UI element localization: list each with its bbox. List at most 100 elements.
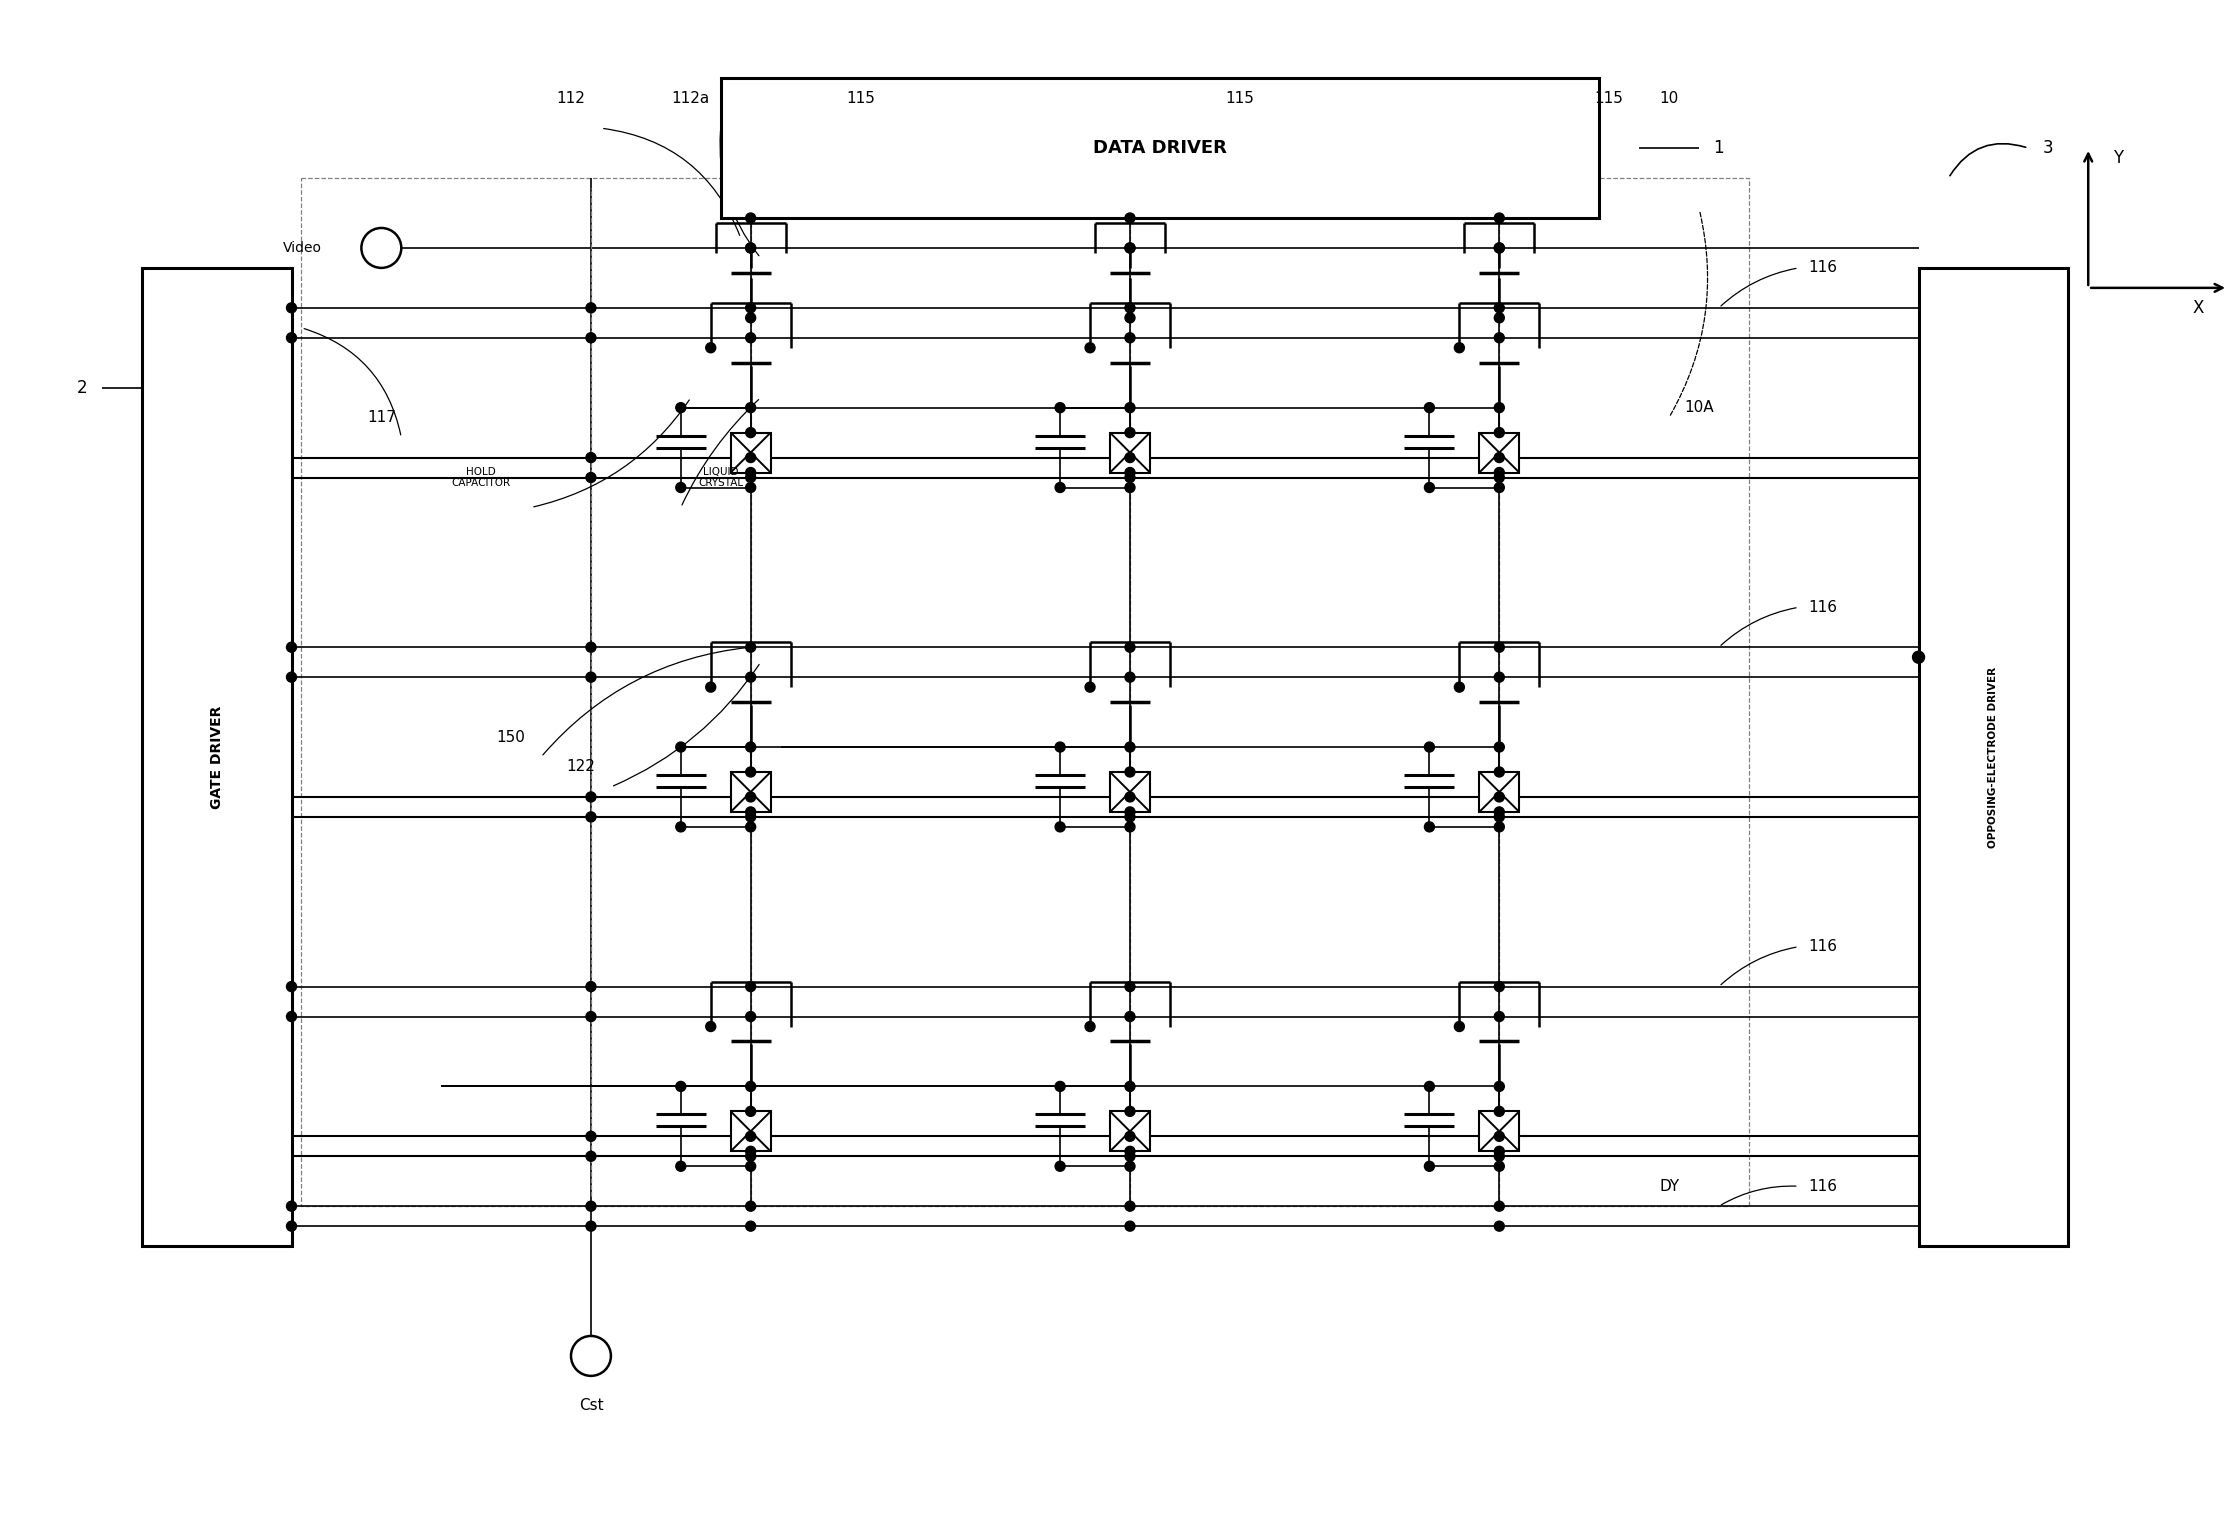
- Circle shape: [586, 1222, 597, 1231]
- Circle shape: [586, 1011, 597, 1022]
- Circle shape: [1494, 472, 1505, 483]
- Circle shape: [745, 1107, 756, 1116]
- Circle shape: [745, 472, 756, 483]
- Circle shape: [1494, 483, 1505, 493]
- Text: DATA DRIVER: DATA DRIVER: [1093, 139, 1228, 157]
- Text: 150: 150: [496, 730, 525, 745]
- Circle shape: [1494, 1151, 1505, 1161]
- Circle shape: [1424, 483, 1436, 493]
- Bar: [1480, 1112, 1518, 1151]
- Circle shape: [286, 982, 297, 991]
- Circle shape: [1494, 1011, 1505, 1022]
- Circle shape: [586, 982, 597, 991]
- Circle shape: [745, 793, 756, 802]
- Circle shape: [745, 672, 756, 683]
- Circle shape: [1424, 403, 1436, 412]
- Text: 115: 115: [1225, 90, 1254, 105]
- Text: 115: 115: [845, 90, 874, 105]
- Text: 112: 112: [557, 90, 586, 105]
- Circle shape: [286, 672, 297, 683]
- Bar: [1109, 1112, 1149, 1151]
- Circle shape: [745, 643, 756, 652]
- Circle shape: [586, 793, 597, 802]
- Circle shape: [1494, 643, 1505, 652]
- Bar: [1480, 773, 1518, 812]
- Circle shape: [1084, 1022, 1096, 1032]
- Circle shape: [745, 1147, 756, 1156]
- Circle shape: [1125, 1147, 1136, 1156]
- Circle shape: [1494, 1132, 1505, 1141]
- Circle shape: [1084, 342, 1096, 353]
- Circle shape: [1494, 822, 1505, 832]
- Circle shape: [1494, 467, 1505, 478]
- Circle shape: [1125, 742, 1136, 751]
- Circle shape: [745, 1132, 756, 1141]
- Circle shape: [1494, 302, 1505, 313]
- Circle shape: [1453, 342, 1465, 353]
- Circle shape: [1494, 742, 1505, 751]
- Bar: [1480, 432, 1518, 472]
- Circle shape: [675, 1161, 686, 1171]
- Circle shape: [745, 483, 756, 493]
- Circle shape: [1055, 483, 1064, 493]
- Circle shape: [586, 452, 597, 463]
- Circle shape: [586, 333, 597, 342]
- Circle shape: [1494, 1222, 1505, 1231]
- Circle shape: [675, 403, 686, 412]
- Circle shape: [286, 643, 297, 652]
- Circle shape: [745, 812, 756, 822]
- Circle shape: [675, 1081, 686, 1092]
- Bar: [731, 432, 771, 472]
- Text: X: X: [2191, 299, 2205, 316]
- Circle shape: [745, 982, 756, 991]
- Circle shape: [1494, 793, 1505, 802]
- Text: 122: 122: [566, 759, 595, 774]
- Circle shape: [1125, 333, 1136, 342]
- Circle shape: [1424, 822, 1436, 832]
- Circle shape: [1494, 1081, 1505, 1092]
- Circle shape: [586, 643, 597, 652]
- Circle shape: [1125, 812, 1136, 822]
- Circle shape: [745, 313, 756, 322]
- Text: 1: 1: [1713, 139, 1724, 157]
- Bar: [731, 1112, 771, 1151]
- Circle shape: [1125, 672, 1136, 683]
- Circle shape: [1494, 1147, 1505, 1156]
- Circle shape: [745, 1202, 756, 1211]
- Circle shape: [1125, 403, 1136, 412]
- Text: Y: Y: [2113, 150, 2124, 166]
- Circle shape: [745, 1081, 756, 1092]
- Circle shape: [286, 1202, 297, 1211]
- Circle shape: [1055, 403, 1064, 412]
- Circle shape: [1125, 467, 1136, 478]
- Circle shape: [586, 1202, 597, 1211]
- Bar: [141, 267, 291, 1246]
- Circle shape: [1125, 643, 1136, 652]
- Circle shape: [1494, 333, 1505, 342]
- Circle shape: [1125, 243, 1136, 253]
- Circle shape: [1055, 1081, 1064, 1092]
- Text: 3: 3: [2044, 139, 2053, 157]
- Circle shape: [1125, 1161, 1136, 1171]
- Bar: [1918, 267, 2068, 1246]
- Circle shape: [1125, 767, 1136, 777]
- Circle shape: [1453, 683, 1465, 692]
- Circle shape: [1125, 302, 1136, 313]
- Circle shape: [745, 1161, 756, 1171]
- Circle shape: [745, 806, 756, 817]
- Circle shape: [707, 683, 716, 692]
- Circle shape: [1125, 1107, 1136, 1116]
- Text: OPPOSING-ELECTRODE DRIVER: OPPOSING-ELECTRODE DRIVER: [1988, 666, 1999, 847]
- Circle shape: [745, 822, 756, 832]
- Bar: [720, 78, 1599, 218]
- Circle shape: [1125, 1132, 1136, 1141]
- Circle shape: [1494, 313, 1505, 322]
- Text: DY: DY: [1659, 1179, 1679, 1194]
- Circle shape: [1424, 1161, 1436, 1171]
- Circle shape: [586, 1132, 597, 1141]
- Circle shape: [1125, 982, 1136, 991]
- Circle shape: [1494, 212, 1505, 223]
- Circle shape: [286, 1222, 297, 1231]
- Text: GATE DRIVER: GATE DRIVER: [210, 705, 224, 809]
- Circle shape: [586, 302, 597, 313]
